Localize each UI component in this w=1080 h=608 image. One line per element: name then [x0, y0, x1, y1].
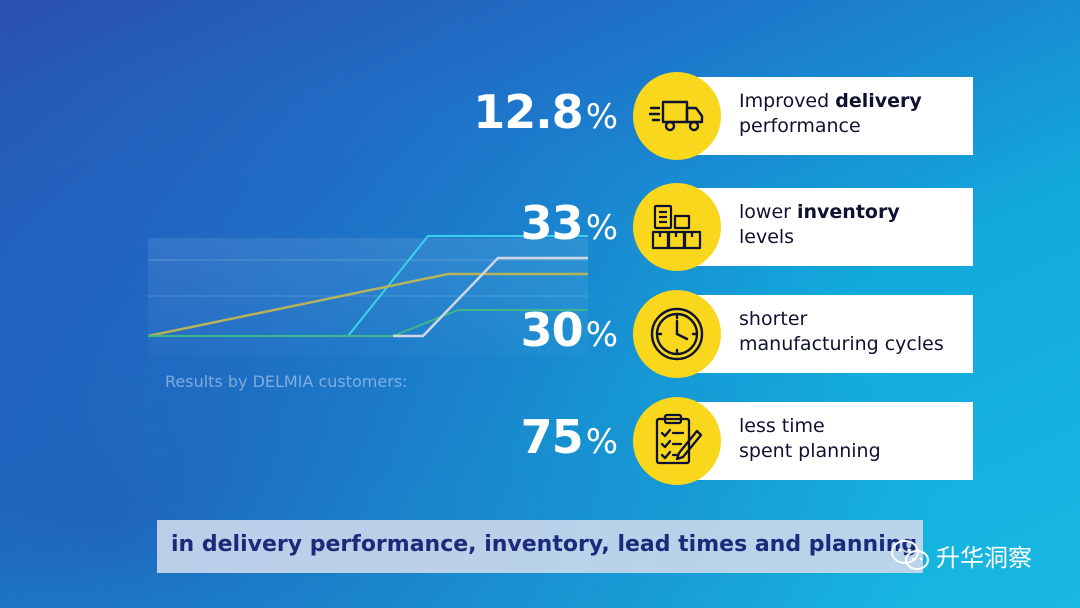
summary-banner-text: in delivery performance, inventory, lead… [171, 532, 918, 557]
stat-label: lower inventory levels [739, 201, 900, 248]
stat-row-delivery: 12.8% Improved delivery performance [0, 72, 1080, 162]
stat-card: Improved delivery performance [683, 77, 973, 155]
stat-value: 33% [520, 196, 618, 250]
stat-value: 12.8% [473, 85, 618, 139]
decorative-lines [148, 235, 588, 338]
wechat-icon [891, 539, 929, 570]
clipboard-checklist-icon [633, 397, 721, 485]
stat-label: less time spent planning [739, 415, 881, 462]
stat-row-inventory: 33% lower inventory levels [0, 183, 1080, 273]
caption-text: Results by DELMIA customers: [165, 372, 408, 391]
trend-line-white [393, 256, 588, 338]
watermark: 升华洞察 [890, 538, 1032, 573]
inventory-boxes-icon [633, 183, 721, 271]
trend-line-olive [148, 272, 588, 338]
stat-label: Improved delivery performance [739, 90, 922, 137]
stat-card: lower inventory levels [683, 188, 973, 266]
watermark-text: 升华洞察 [936, 544, 1032, 572]
stat-value: 30% [520, 303, 618, 357]
stat-label: shorter manufacturing cycles [739, 308, 944, 355]
summary-banner: in delivery performance, inventory, lead… [157, 520, 923, 573]
stat-card: shorter manufacturing cycles [683, 295, 973, 373]
clock-icon [633, 290, 721, 378]
stat-value: 75% [520, 410, 618, 464]
trend-line-green [148, 309, 588, 337]
stat-card: less time spent planning [683, 402, 973, 480]
delivery-truck-icon [633, 72, 721, 160]
stat-row-cycles: 30% shorter manufacturing cycles [0, 290, 1080, 380]
stat-row-planning: 75% less time spent planning [0, 397, 1080, 487]
